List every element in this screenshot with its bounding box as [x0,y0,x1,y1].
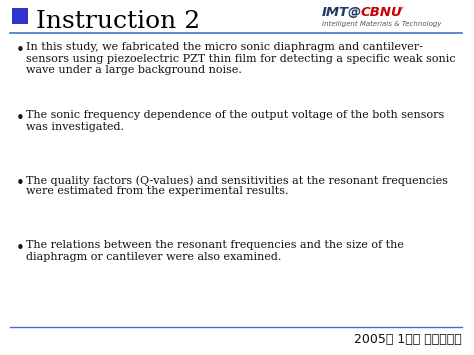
Text: •: • [16,111,25,126]
Text: wave under a large background noise.: wave under a large background noise. [26,65,242,75]
Text: •: • [16,241,25,256]
Text: The relations between the resonant frequencies and the size of the: The relations between the resonant frequ… [26,240,404,250]
Text: CBNU: CBNU [361,6,403,19]
Text: The quality factors (Q-values) and sensitivities at the resonant frequencies: The quality factors (Q-values) and sensi… [26,175,448,186]
FancyBboxPatch shape [12,8,28,24]
Text: ✓: ✓ [398,5,405,14]
Text: •: • [16,43,25,58]
Text: was investigated.: was investigated. [26,121,124,131]
Text: In this study, we fabricated the micro sonic diaphragm and cantilever-: In this study, we fabricated the micro s… [26,42,423,52]
Text: The sonic frequency dependence of the output voltage of the both sensors: The sonic frequency dependence of the ou… [26,110,444,120]
Text: IMT@: IMT@ [322,6,362,19]
Text: were estimated from the experimental results.: were estimated from the experimental res… [26,186,289,197]
Text: diaphragm or cantilever were also examined.: diaphragm or cantilever were also examin… [26,251,282,262]
Text: sensors using piezoelectric PZT thin film for detecting a specific weak sonic: sensors using piezoelectric PZT thin fil… [26,54,456,64]
Text: Intelligent Materials & Technology: Intelligent Materials & Technology [322,21,441,27]
Text: •: • [16,176,25,191]
Text: 2005년 1학기 논문세미나: 2005년 1학기 논문세미나 [354,333,462,346]
Text: Instruction 2: Instruction 2 [36,10,200,33]
